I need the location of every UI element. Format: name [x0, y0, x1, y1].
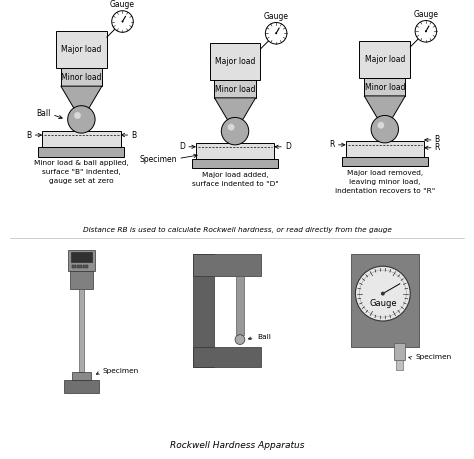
Circle shape: [377, 122, 384, 129]
Circle shape: [235, 335, 245, 345]
Text: Major load removed,: Major load removed,: [346, 170, 423, 176]
Text: Minor load & ball applied,: Minor load & ball applied,: [34, 161, 129, 167]
Bar: [71, 252, 92, 262]
Bar: [56, 31, 107, 68]
Text: surface "B" indented,: surface "B" indented,: [42, 169, 121, 175]
Bar: [38, 147, 125, 157]
Circle shape: [415, 21, 437, 42]
Text: Gauge: Gauge: [110, 0, 135, 9]
Text: Major load: Major load: [61, 45, 101, 55]
Polygon shape: [364, 96, 405, 118]
Text: gauge set at zero: gauge set at zero: [49, 178, 114, 184]
Text: Gauge: Gauge: [369, 299, 397, 308]
Bar: [395, 360, 403, 370]
Bar: [364, 78, 405, 96]
Circle shape: [371, 116, 399, 143]
Circle shape: [381, 291, 385, 296]
Text: D: D: [285, 142, 291, 151]
Text: Major load: Major load: [215, 57, 255, 66]
Text: Rockwell Hardness Apparatus: Rockwell Hardness Apparatus: [170, 441, 304, 450]
Circle shape: [356, 266, 410, 321]
Text: Major load: Major load: [365, 55, 405, 64]
Bar: [351, 254, 419, 347]
Text: Gauge: Gauge: [264, 11, 289, 21]
Bar: [359, 41, 410, 78]
Circle shape: [221, 118, 249, 145]
Text: B: B: [131, 130, 137, 140]
Circle shape: [425, 30, 427, 32]
Circle shape: [74, 112, 81, 119]
Bar: [83, 265, 88, 268]
Text: leaving minor load,: leaving minor load,: [349, 179, 420, 185]
Text: Ball: Ball: [257, 334, 272, 340]
Text: Minor load: Minor load: [61, 73, 101, 82]
Text: R: R: [329, 140, 335, 149]
Bar: [80, 289, 84, 372]
Circle shape: [265, 22, 287, 44]
Bar: [70, 271, 93, 289]
Bar: [193, 254, 262, 276]
Text: Specimen: Specimen: [415, 354, 451, 360]
Text: indentation recovers to "R": indentation recovers to "R": [335, 188, 435, 194]
Text: Specimen: Specimen: [140, 155, 177, 164]
Bar: [193, 254, 215, 367]
Bar: [236, 276, 244, 335]
Polygon shape: [61, 86, 102, 108]
Circle shape: [112, 11, 133, 32]
Bar: [346, 141, 424, 157]
Text: Gauge: Gauge: [413, 10, 438, 18]
Text: D: D: [179, 142, 185, 151]
Bar: [210, 43, 261, 80]
Text: Major load added,: Major load added,: [202, 172, 268, 178]
Bar: [72, 372, 91, 380]
Text: surface indented to "D": surface indented to "D": [191, 181, 278, 187]
Text: Distance RB is used to calculate Rockwell hardness, or read directly from the ga: Distance RB is used to calculate Rockwel…: [82, 227, 392, 233]
Bar: [42, 131, 120, 147]
Circle shape: [275, 32, 277, 34]
Bar: [68, 250, 95, 271]
Bar: [192, 158, 278, 168]
Bar: [72, 265, 76, 268]
Bar: [196, 143, 274, 158]
Bar: [64, 380, 99, 393]
Text: R: R: [435, 143, 440, 152]
Bar: [342, 157, 428, 166]
Text: Minor load: Minor load: [365, 83, 405, 92]
Bar: [77, 265, 82, 268]
Text: Ball: Ball: [36, 109, 51, 118]
Circle shape: [228, 124, 235, 131]
Text: Specimen: Specimen: [103, 368, 139, 374]
Text: Minor load: Minor load: [215, 84, 255, 94]
Text: B: B: [435, 135, 440, 145]
Bar: [61, 68, 102, 86]
Text: B: B: [27, 130, 31, 140]
Bar: [393, 342, 405, 360]
Bar: [193, 347, 262, 367]
Bar: [215, 80, 255, 98]
Polygon shape: [215, 98, 255, 119]
Circle shape: [121, 21, 123, 22]
Circle shape: [68, 106, 95, 133]
